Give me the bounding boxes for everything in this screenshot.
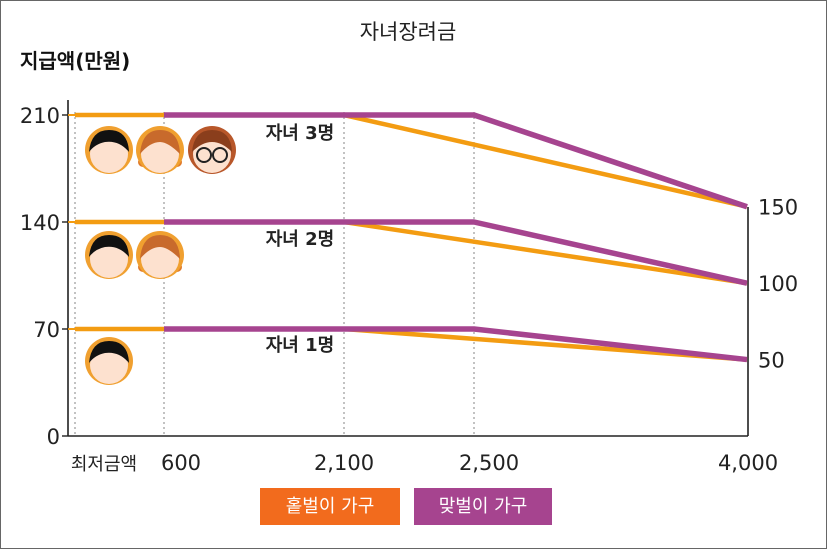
x-tick-label: 4,000 bbox=[718, 451, 778, 475]
hair bbox=[89, 235, 129, 257]
hair bbox=[192, 130, 232, 152]
hair bbox=[140, 235, 180, 259]
y-tick-label: 140 bbox=[20, 211, 60, 235]
x-tick-label: 최저금액 bbox=[71, 454, 137, 475]
icons-layer bbox=[85, 126, 236, 385]
hair bbox=[89, 341, 129, 363]
face bbox=[90, 346, 128, 384]
y-tick-label: 70 bbox=[33, 318, 60, 342]
y-tick-label: 0 bbox=[47, 425, 60, 449]
x-tick-label: 600 bbox=[161, 451, 201, 475]
glasses-lens bbox=[212, 147, 228, 163]
x-tick-label: 2,500 bbox=[459, 451, 519, 475]
right-value-label: 50 bbox=[758, 349, 785, 373]
dual-income-line-0 bbox=[164, 112, 748, 210]
dual-income-line-2 bbox=[164, 326, 748, 363]
face bbox=[90, 135, 128, 173]
legend-single-income: 홑벌이 가구 bbox=[260, 488, 400, 525]
right-value-label: 100 bbox=[758, 272, 798, 296]
axes bbox=[62, 100, 749, 437]
legend-dual-income: 맞벌이 가구 bbox=[414, 488, 552, 525]
boy-icon bbox=[85, 231, 133, 279]
grid-lines bbox=[74, 112, 475, 436]
face bbox=[193, 135, 231, 173]
x-tick-label: 2,100 bbox=[314, 451, 374, 475]
glasses-lens bbox=[196, 147, 212, 163]
y-tick-label: 210 bbox=[20, 104, 60, 128]
glasses-icon bbox=[188, 126, 236, 174]
dual-income-line-1 bbox=[164, 219, 748, 286]
y-axis-label: 지급액(만원) bbox=[20, 49, 130, 73]
group-label-1: 자녀 3명 bbox=[266, 123, 334, 144]
group-label-3: 자녀 1명 bbox=[266, 335, 334, 356]
girl-icon bbox=[136, 231, 184, 279]
hair bbox=[140, 130, 180, 154]
labels-layer: 0 70 140 210 최저금액 600 2,100 2,500 4,000 150 100 50 자… bbox=[20, 104, 798, 475]
series-layer bbox=[68, 112, 748, 363]
single-income-line-2 bbox=[75, 326, 748, 362]
girl-icon bbox=[136, 126, 184, 174]
boy-icon bbox=[85, 126, 133, 174]
hair bbox=[89, 130, 129, 152]
face bbox=[90, 240, 128, 278]
boy-icon bbox=[85, 337, 133, 385]
group-label-2: 자녀 2명 bbox=[266, 229, 334, 250]
right-value-label: 150 bbox=[758, 196, 798, 220]
chart-title: 자녀장려금 bbox=[360, 20, 457, 44]
